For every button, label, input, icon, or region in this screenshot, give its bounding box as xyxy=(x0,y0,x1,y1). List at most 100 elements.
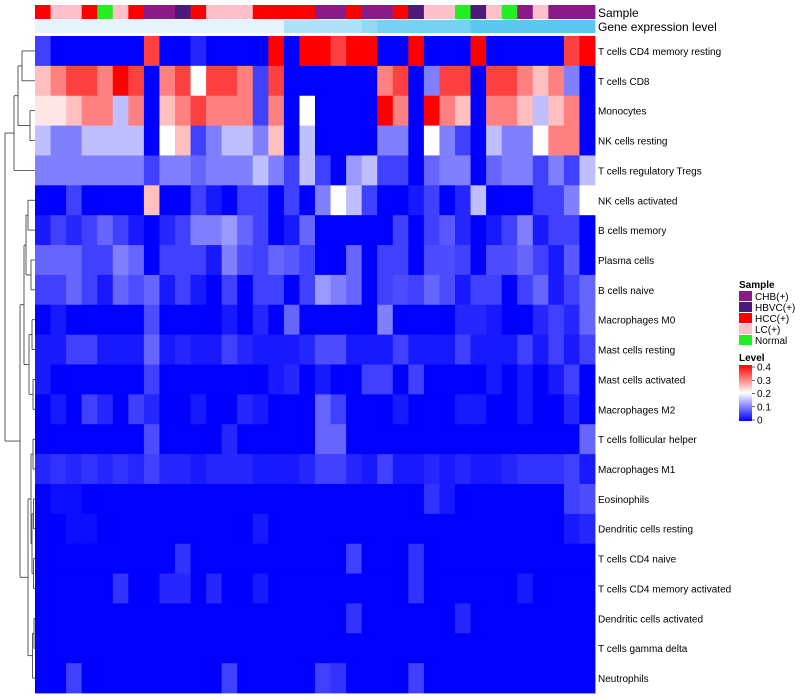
heatmap-cell xyxy=(252,633,269,664)
heatmap-cell xyxy=(563,633,580,664)
row-label: Macrophages M0 xyxy=(598,316,676,327)
heatmap-cell xyxy=(408,543,425,574)
heatmap-cell xyxy=(268,274,285,306)
heatmap-cell xyxy=(143,95,160,126)
sample-annotation-cell xyxy=(50,5,67,19)
heatmap-cell xyxy=(252,513,269,545)
sample-annotation-cell xyxy=(112,5,129,19)
heatmap-cell xyxy=(439,274,456,306)
heatmap-cell xyxy=(563,394,580,425)
sample-annotation-cell xyxy=(190,5,207,19)
heatmap-cell xyxy=(563,364,580,395)
heatmap-cell xyxy=(206,513,223,545)
heatmap-cell xyxy=(283,125,300,156)
heatmap-cell xyxy=(81,304,98,336)
heatmap-cell xyxy=(579,334,596,365)
sample-annotation-cell xyxy=(470,5,487,19)
heatmap-cell xyxy=(439,424,456,455)
heatmap-cell xyxy=(252,663,269,694)
heatmap-cell xyxy=(392,543,409,574)
heatmap-cell xyxy=(563,185,580,216)
row-dendrogram xyxy=(4,50,35,679)
sample-annotation-cell xyxy=(143,5,160,19)
heatmap-cell xyxy=(563,155,580,186)
heatmap-cell xyxy=(579,633,596,664)
heatmap-cell xyxy=(268,185,285,216)
heatmap-cell xyxy=(299,36,316,67)
heatmap-cell xyxy=(532,95,549,126)
heatmap-cell xyxy=(81,215,98,246)
heatmap-cell xyxy=(501,513,518,545)
heatmap-cell xyxy=(128,125,145,156)
heatmap-cell xyxy=(50,513,67,545)
heatmap-cell xyxy=(315,155,331,186)
heatmap-cell xyxy=(112,155,129,186)
heatmap-cell xyxy=(175,185,191,216)
sample-annotation-cell xyxy=(159,5,176,19)
heatmap-cell xyxy=(252,543,269,574)
heatmap-cell xyxy=(283,185,300,216)
heatmap-cell xyxy=(439,125,456,156)
row-label: B cells naive xyxy=(598,286,655,297)
heatmap-cell xyxy=(563,65,580,97)
heatmap-cell xyxy=(81,663,98,694)
expression-annotation-cell xyxy=(221,20,238,33)
heatmap-cell xyxy=(237,95,254,126)
heatmap-cell xyxy=(408,364,425,395)
heatmap-cell xyxy=(470,334,487,365)
heatmap-cell xyxy=(455,304,471,336)
heatmap-cell xyxy=(175,36,191,67)
heatmap-cell xyxy=(221,364,238,395)
heatmap-cell xyxy=(501,454,518,485)
heatmap-cell xyxy=(439,513,456,545)
heatmap-cell xyxy=(175,513,191,545)
heatmap-cell xyxy=(423,483,440,515)
heatmap-cell xyxy=(517,274,534,306)
heatmap-cell xyxy=(268,513,285,545)
heatmap-cell xyxy=(532,513,549,545)
heatmap-cell xyxy=(408,394,425,425)
heatmap-cell xyxy=(532,304,549,336)
heatmap-cell xyxy=(330,155,347,186)
heatmap-cell xyxy=(423,215,440,246)
heatmap-cell xyxy=(128,215,145,246)
heatmap-cell xyxy=(423,125,440,156)
heatmap-cell xyxy=(330,513,347,545)
heatmap-cell xyxy=(439,304,456,336)
heatmap-cell xyxy=(50,633,67,664)
heatmap-cell xyxy=(252,274,269,306)
heatmap-cell xyxy=(439,573,456,604)
heatmap-cell xyxy=(175,274,191,306)
heatmap-cell xyxy=(579,454,596,485)
heatmap-cell xyxy=(175,454,191,485)
sample-annotation-cell xyxy=(486,5,503,19)
heatmap-cell xyxy=(377,663,394,694)
heatmap-cell xyxy=(392,274,409,306)
sample-annotation-cell xyxy=(221,5,238,19)
heatmap-cell xyxy=(237,364,254,395)
heatmap-cell xyxy=(315,125,331,156)
heatmap-cell xyxy=(206,483,223,515)
heatmap-cell xyxy=(330,125,347,156)
heatmap-cell xyxy=(455,125,471,156)
sample-annotation-cell xyxy=(283,5,300,19)
heatmap-cell xyxy=(50,125,67,156)
heatmap-cell xyxy=(455,603,471,634)
heatmap-cell xyxy=(392,513,409,545)
heatmap-cell xyxy=(237,573,254,604)
heatmap-cell xyxy=(361,454,378,485)
heatmap-cell xyxy=(268,424,285,455)
heatmap-cell xyxy=(268,215,285,246)
heatmap-cell xyxy=(299,95,316,126)
heatmap-cell xyxy=(50,603,67,634)
heatmap-cell xyxy=(128,454,145,485)
heatmap-cell xyxy=(50,245,67,276)
heatmap-cell xyxy=(486,274,503,306)
heatmap-cell xyxy=(548,304,565,336)
heatmap-cell xyxy=(455,364,471,395)
heatmap-cell xyxy=(159,36,176,67)
heatmap-cell xyxy=(206,573,223,604)
heatmap-cell xyxy=(455,573,471,604)
heatmap-cell xyxy=(112,394,129,425)
heatmap-cell xyxy=(50,65,67,97)
